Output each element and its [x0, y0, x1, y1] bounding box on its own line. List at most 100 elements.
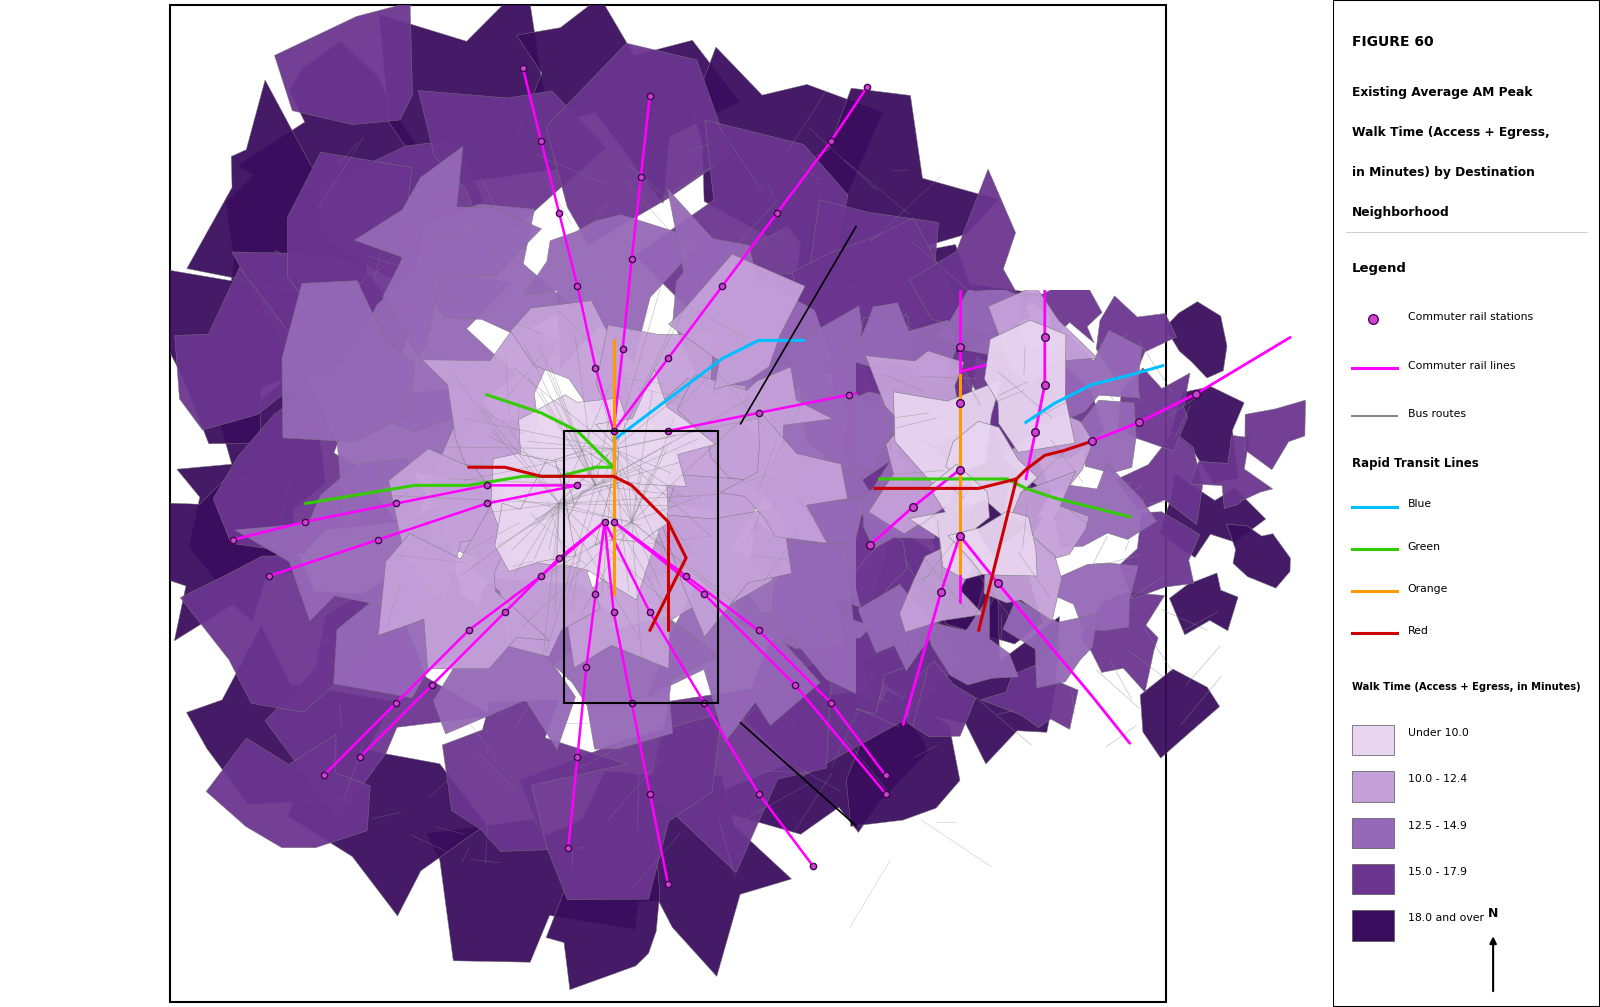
Polygon shape	[808, 302, 976, 507]
Polygon shape	[554, 419, 656, 534]
Text: Existing Average AM Peak: Existing Average AM Peak	[1352, 86, 1533, 99]
Polygon shape	[1080, 592, 1165, 692]
Polygon shape	[91, 475, 291, 640]
Polygon shape	[558, 480, 659, 600]
Polygon shape	[858, 584, 938, 671]
Polygon shape	[1082, 400, 1136, 473]
Text: Commuter rail stations: Commuter rail stations	[1408, 312, 1533, 322]
Polygon shape	[237, 41, 450, 239]
Polygon shape	[181, 556, 413, 712]
Polygon shape	[848, 385, 1051, 575]
Text: Blue: Blue	[1408, 499, 1432, 510]
Polygon shape	[1170, 573, 1238, 634]
Text: Bus routes: Bus routes	[1408, 409, 1466, 419]
Polygon shape	[981, 645, 1078, 729]
Polygon shape	[989, 286, 1098, 384]
Polygon shape	[834, 313, 910, 410]
Polygon shape	[829, 528, 1005, 698]
Polygon shape	[226, 144, 366, 364]
Polygon shape	[429, 419, 560, 561]
Polygon shape	[720, 410, 848, 543]
Polygon shape	[416, 204, 573, 335]
Polygon shape	[1056, 563, 1138, 630]
Polygon shape	[938, 337, 1104, 497]
Polygon shape	[307, 375, 507, 531]
Polygon shape	[827, 621, 912, 714]
Text: Walk Time (Access + Egress, in Minutes): Walk Time (Access + Egress, in Minutes)	[1352, 682, 1581, 692]
Text: Red: Red	[1408, 626, 1429, 636]
Polygon shape	[546, 831, 659, 990]
Bar	[1352, 771, 1394, 802]
Polygon shape	[909, 169, 1030, 333]
Polygon shape	[282, 281, 414, 442]
Bar	[1352, 910, 1394, 941]
Bar	[1352, 864, 1394, 894]
Text: N: N	[1488, 907, 1498, 920]
Text: Orange: Orange	[1408, 584, 1448, 594]
Polygon shape	[355, 146, 541, 355]
Polygon shape	[770, 429, 928, 611]
Polygon shape	[850, 303, 958, 384]
Polygon shape	[925, 596, 1018, 685]
Polygon shape	[472, 521, 622, 657]
Polygon shape	[792, 218, 962, 381]
Polygon shape	[595, 370, 715, 486]
Polygon shape	[235, 459, 427, 620]
Text: 15.0 - 17.9: 15.0 - 17.9	[1408, 867, 1467, 877]
Polygon shape	[434, 579, 614, 750]
Polygon shape	[830, 404, 987, 552]
Polygon shape	[902, 591, 1059, 764]
Polygon shape	[760, 89, 998, 284]
Polygon shape	[869, 422, 952, 534]
Polygon shape	[821, 515, 907, 618]
Text: 12.5 - 14.9: 12.5 - 14.9	[1408, 821, 1467, 831]
Polygon shape	[608, 474, 773, 611]
Polygon shape	[933, 516, 1043, 644]
Polygon shape	[1096, 296, 1176, 378]
Polygon shape	[946, 421, 1038, 522]
Polygon shape	[667, 188, 762, 379]
Polygon shape	[659, 508, 792, 636]
Polygon shape	[741, 199, 939, 386]
Polygon shape	[1002, 414, 1093, 491]
Polygon shape	[565, 505, 698, 669]
Polygon shape	[773, 543, 920, 702]
Polygon shape	[322, 265, 515, 432]
Polygon shape	[635, 120, 848, 335]
Polygon shape	[213, 363, 397, 554]
Polygon shape	[899, 544, 984, 632]
Polygon shape	[1003, 599, 1098, 688]
Polygon shape	[864, 453, 934, 549]
Polygon shape	[1056, 463, 1157, 547]
Polygon shape	[907, 661, 976, 737]
Polygon shape	[442, 700, 627, 852]
Text: Neighborhood: Neighborhood	[1352, 206, 1450, 220]
Polygon shape	[648, 585, 832, 742]
Polygon shape	[378, 506, 549, 669]
Polygon shape	[187, 80, 382, 292]
Polygon shape	[1029, 262, 1102, 342]
Bar	[563, 431, 718, 703]
Polygon shape	[1118, 368, 1190, 451]
Polygon shape	[320, 140, 483, 282]
Polygon shape	[520, 714, 722, 899]
Polygon shape	[1120, 512, 1200, 599]
Polygon shape	[491, 424, 618, 568]
Polygon shape	[595, 468, 670, 545]
Polygon shape	[866, 350, 965, 446]
Polygon shape	[1160, 474, 1266, 558]
Polygon shape	[1245, 400, 1306, 469]
Polygon shape	[846, 691, 960, 827]
Polygon shape	[389, 449, 528, 604]
Text: FIGURE 60: FIGURE 60	[1352, 35, 1434, 49]
Polygon shape	[803, 411, 976, 600]
Polygon shape	[693, 47, 883, 237]
Polygon shape	[648, 379, 768, 519]
Polygon shape	[379, 0, 565, 187]
Polygon shape	[187, 625, 392, 804]
Polygon shape	[546, 43, 731, 245]
Polygon shape	[232, 252, 410, 440]
Polygon shape	[829, 392, 930, 472]
Polygon shape	[677, 367, 832, 482]
Polygon shape	[736, 496, 882, 649]
